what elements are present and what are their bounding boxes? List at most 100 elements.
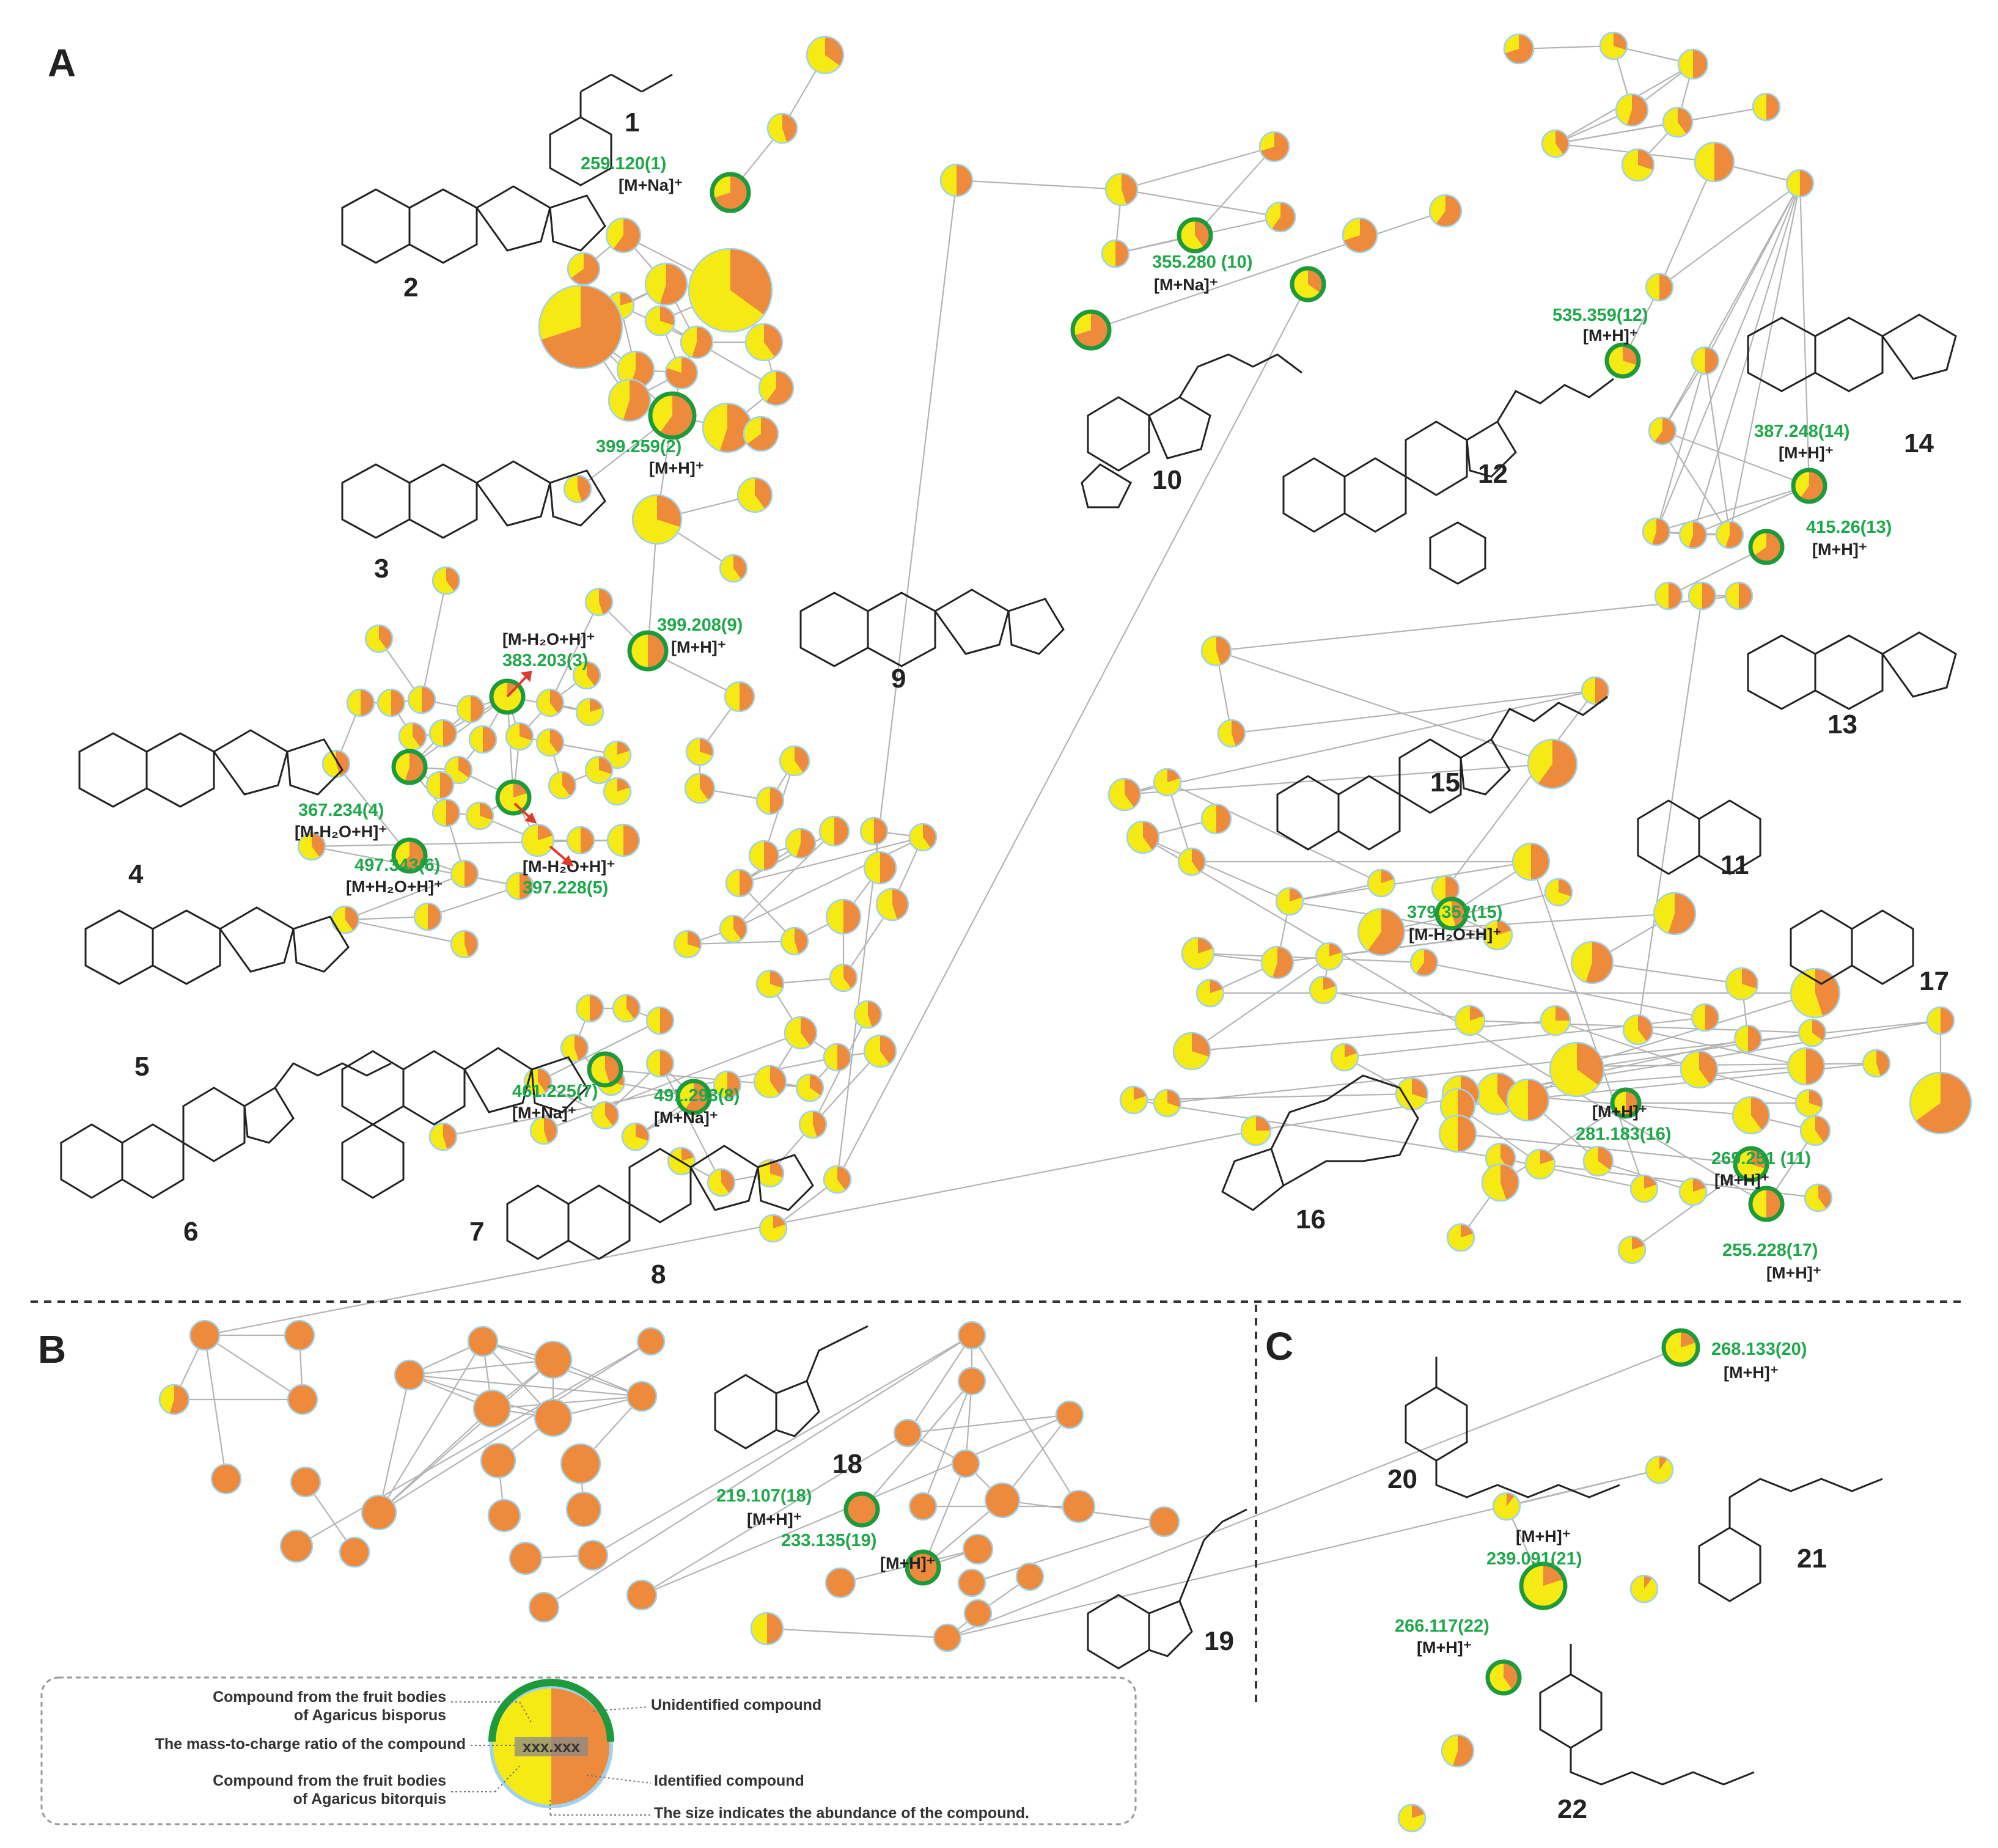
- node-ring: [1645, 1455, 1674, 1484]
- node-slice-bisporus: [361, 689, 374, 716]
- network-edge: [543, 1032, 801, 1132]
- network-node-identified: [495, 779, 532, 816]
- node-ring: [1544, 878, 1573, 907]
- node-slice-bisporus: [1436, 195, 1461, 227]
- node-slice-bisporus: [544, 1117, 558, 1143]
- mz-label-10: 355.280 (10): [1152, 252, 1252, 272]
- network-node: [626, 1380, 658, 1412]
- node-ring: [863, 851, 897, 885]
- node-slice-bisporus: [413, 723, 426, 747]
- network-edge: [1655, 183, 1801, 532]
- node-ring: [758, 1214, 788, 1243]
- compound-number-11: 11: [1721, 850, 1749, 880]
- node-ring: [724, 681, 755, 713]
- mz-label-12: 535.359(12): [1552, 306, 1648, 325]
- node-ring: [806, 35, 845, 75]
- network-node: [616, 350, 655, 389]
- network-node-identified: [710, 172, 751, 213]
- node-ring: [560, 1443, 601, 1484]
- node-ring: [853, 1000, 883, 1029]
- node-slice-bisporus: [923, 824, 936, 848]
- network-edge: [1659, 183, 1801, 288]
- node-ring: [631, 494, 683, 545]
- mz-label-3: 383.203(3): [502, 651, 588, 670]
- network-node: [702, 402, 753, 453]
- node-ring: [1492, 1492, 1521, 1521]
- network-node-identified: [1519, 1561, 1568, 1610]
- node-disc: [826, 1568, 855, 1597]
- network-edge: [1662, 183, 1801, 431]
- network-node: [766, 112, 798, 144]
- network-edge: [659, 1063, 722, 1183]
- structure-5: [84, 906, 350, 985]
- node-slice-bisporus: [1577, 1043, 1604, 1085]
- network-node: [603, 740, 632, 769]
- node-slice-bisporus: [1702, 582, 1716, 609]
- node-slice-bisporus: [617, 741, 630, 755]
- node-slice-bisporus: [1167, 769, 1180, 782]
- node-slice-bisporus: [733, 915, 747, 940]
- node-ring: [1104, 172, 1139, 207]
- network-node: [577, 1539, 609, 1571]
- network-node: [1804, 1183, 1833, 1212]
- mz-label-13: 415.26(13): [1806, 518, 1892, 537]
- node-ring: [1357, 908, 1406, 956]
- node-slice-bisporus: [550, 689, 564, 714]
- node-disc: [952, 1450, 979, 1477]
- network-node: [1153, 1088, 1182, 1118]
- node-ring: [432, 798, 461, 827]
- network-node: [603, 777, 632, 806]
- node-ring: [755, 969, 785, 999]
- node-slice-bisporus: [1748, 1025, 1761, 1052]
- node-slice-bisporus: [336, 750, 350, 777]
- node-disc: [1056, 1401, 1083, 1428]
- node-ring: [297, 832, 326, 861]
- network-node: [1015, 1562, 1045, 1591]
- node-slice-bisporus: [1555, 130, 1570, 155]
- node-slice-bisporus: [400, 839, 426, 871]
- network-node: [1732, 1096, 1771, 1135]
- network-edge: [1692, 485, 1810, 536]
- node-disc: [894, 1420, 921, 1447]
- node-slice-bisporus: [587, 662, 601, 686]
- network-node: [1511, 842, 1551, 881]
- node-slice-bisporus: [1815, 969, 1840, 1017]
- node-ring-identified: [1519, 1561, 1568, 1610]
- mz-label-9: 399.208(9): [657, 615, 743, 635]
- network-node-identified: [648, 391, 697, 440]
- node-slice-bisporus: [1644, 1175, 1657, 1189]
- node-ring: [1678, 520, 1708, 549]
- network-node: [1367, 868, 1396, 898]
- node-slice-bisporus: [391, 689, 405, 716]
- node-slice-bisporus: [1210, 980, 1223, 993]
- node-slice-bisporus: [700, 774, 714, 801]
- network-node: [823, 1043, 852, 1072]
- node-slice-bisporus: [773, 1215, 786, 1228]
- ion-label-10: [M+Na]⁺: [1154, 276, 1218, 294]
- network-node: [719, 554, 748, 583]
- node-ring: [1101, 239, 1130, 268]
- network-node: [339, 1536, 370, 1568]
- node-slice-bisporus: [713, 174, 749, 211]
- node-ring: [339, 1536, 370, 1568]
- network-node: [1148, 1506, 1180, 1538]
- network-node-identified: [1604, 342, 1641, 379]
- node-slice-bisporus: [599, 588, 613, 615]
- network-node: [863, 1034, 897, 1068]
- network-edge: [345, 873, 465, 921]
- network-edge: [1656, 485, 1810, 533]
- compound-number-5: 5: [134, 1052, 149, 1082]
- node-slice-bisporus: [740, 870, 753, 897]
- network-node: [818, 815, 850, 847]
- node-slice-bisporus: [443, 1123, 457, 1150]
- node-ring: [785, 827, 817, 859]
- node-ring: [505, 871, 534, 901]
- node-slice-bisporus: [1668, 893, 1696, 934]
- node-ring: [1275, 887, 1304, 916]
- node-ring: [743, 416, 779, 452]
- ion-label-9: [M+H]⁺: [671, 638, 726, 656]
- network-node: [398, 722, 427, 751]
- node-slice-bisporus: [1125, 779, 1141, 808]
- node-ring: [1648, 416, 1677, 446]
- network-node: [1104, 172, 1139, 207]
